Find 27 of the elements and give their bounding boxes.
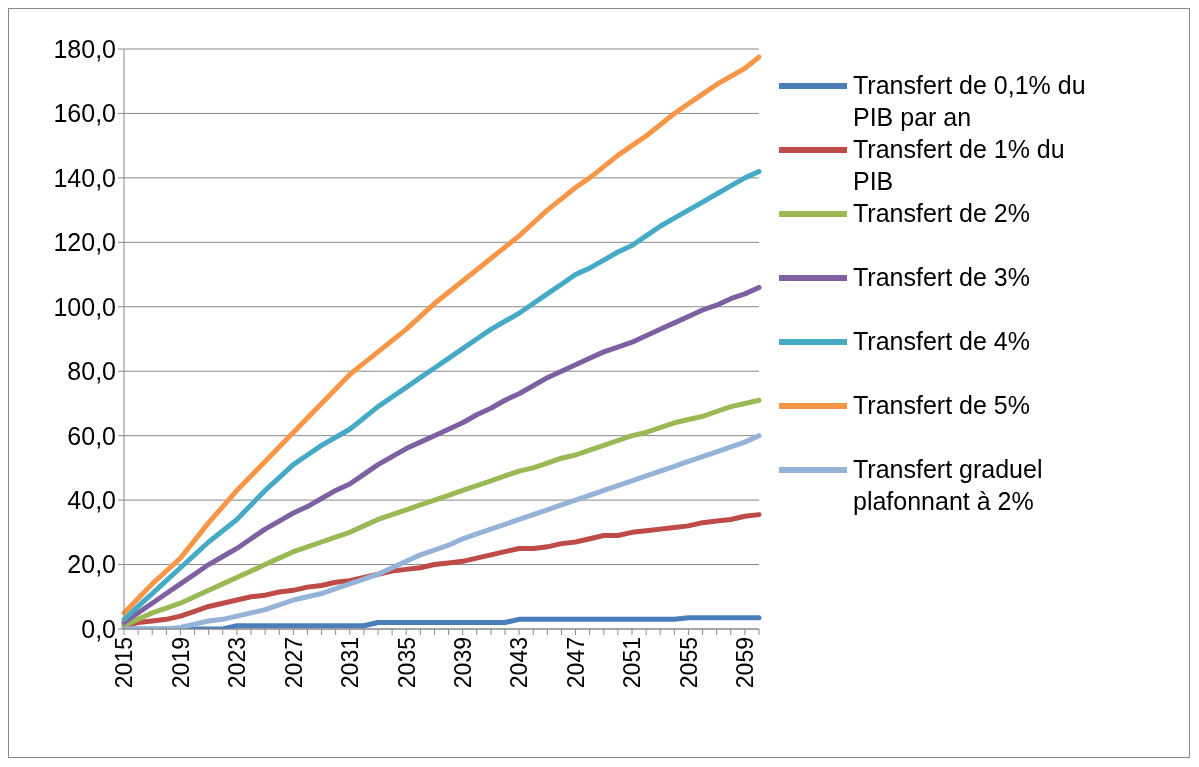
x-tick-label: 2039 <box>450 637 476 689</box>
y-tick-label: 80,0 <box>67 357 116 386</box>
x-tick-label: 2047 <box>562 637 589 689</box>
x-tick-label: 2059 <box>732 637 759 689</box>
x-tick-label: 2019 <box>167 637 194 689</box>
x-tick-label: 2043 <box>506 637 533 689</box>
y-tick-label: 60,0 <box>67 421 116 450</box>
legend-label: Transfert graduel plafonnant à 2% <box>853 454 1044 517</box>
y-tick-label: 100,0 <box>53 292 116 321</box>
y-tick-label: 120,0 <box>53 228 116 257</box>
x-tick-label: 2051 <box>619 637 646 689</box>
y-tick-label: 40,0 <box>67 485 116 514</box>
y-tick-label: 20,0 <box>67 550 116 579</box>
y-tick-label: 160,0 <box>53 99 116 128</box>
x-tick-label: 2027 <box>280 637 307 689</box>
legend-label: Transfert de 3% <box>853 262 1030 293</box>
legend-label: Transfert de 0,1% du PIB par an <box>853 70 1087 133</box>
x-tick-label: 2035 <box>393 637 420 689</box>
x-tick-label: 2055 <box>675 637 702 689</box>
legend-label: Transfert de 4% <box>853 326 1030 357</box>
legend-label: Transfert de 1% du PIB <box>853 134 1066 197</box>
legend-label: Transfert de 5% <box>853 390 1030 421</box>
y-tick-label: 140,0 <box>53 163 116 192</box>
y-tick-label: 180,0 <box>53 34 116 63</box>
x-tick-label: 2023 <box>224 637 251 689</box>
x-tick-label: 2031 <box>337 637 364 689</box>
legend-label: Transfert de 2% <box>853 198 1030 229</box>
